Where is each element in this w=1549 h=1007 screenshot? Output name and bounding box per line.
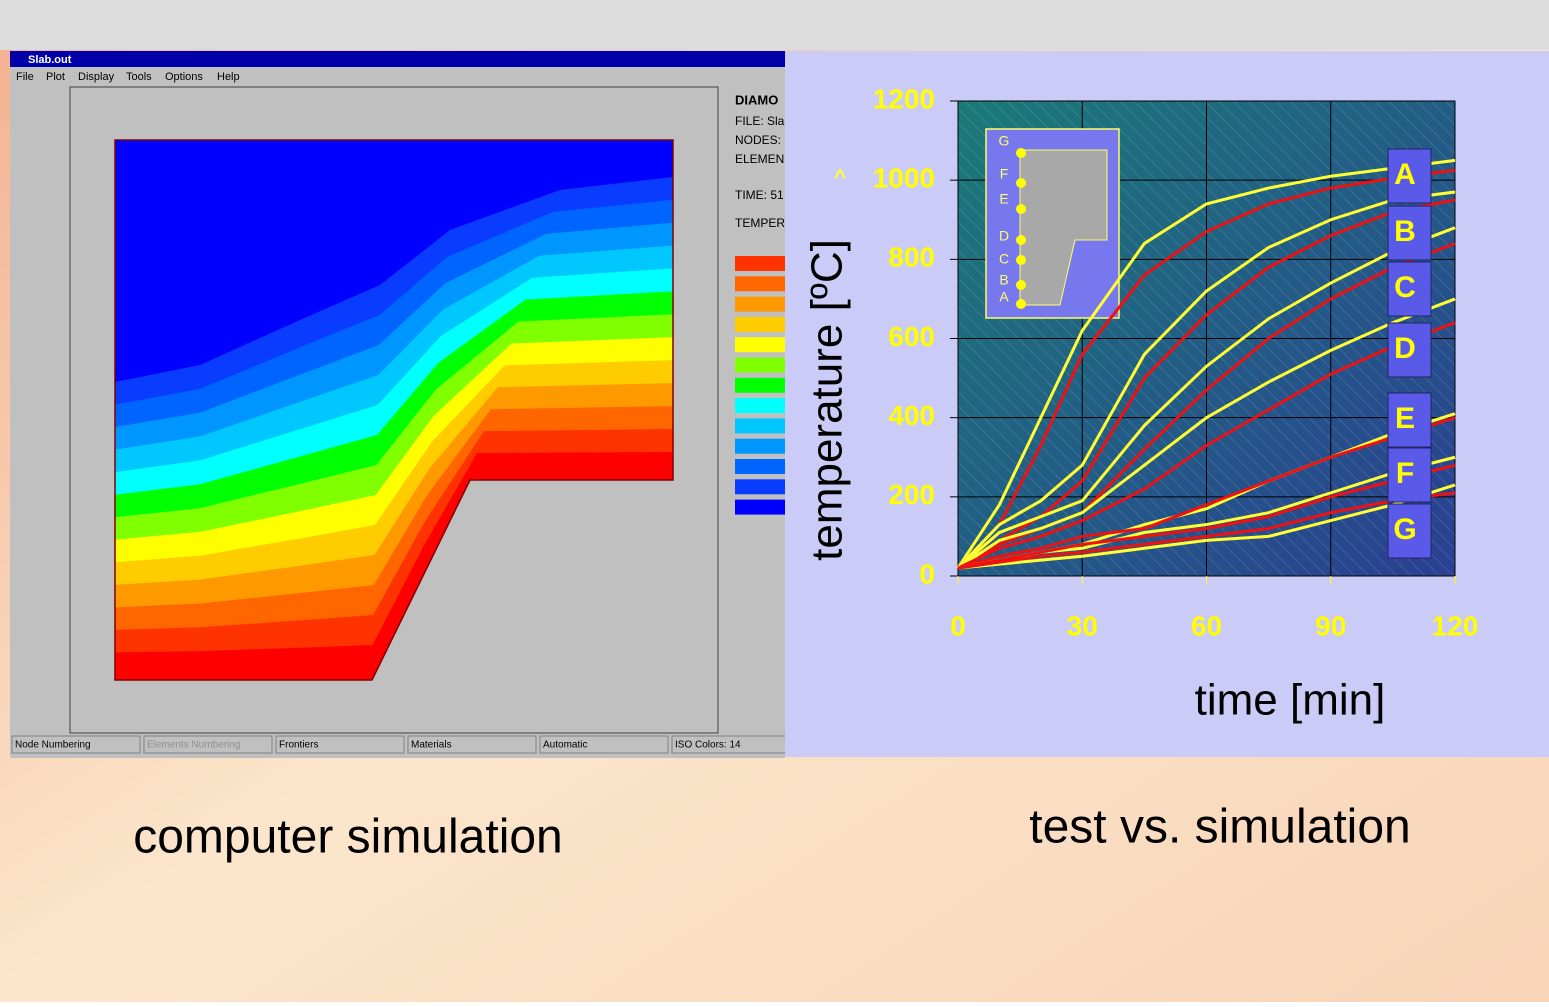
- iso-swatch: [735, 479, 785, 495]
- sensor-dot: [1016, 204, 1026, 214]
- iso-swatch: [735, 438, 785, 454]
- series-line: [957, 297, 1456, 570]
- inset-label: B: [999, 272, 1008, 288]
- y-tick-label: 400: [888, 400, 935, 431]
- menu-item[interactable]: Options: [165, 71, 203, 83]
- menu-item[interactable]: Display: [78, 71, 115, 83]
- window-title: Slab.out: [28, 54, 72, 66]
- curve-label-box: [1387, 392, 1432, 448]
- info-text: DIAMO: [735, 92, 778, 107]
- info-text: NODES:: [735, 133, 781, 147]
- inset-label: G: [999, 133, 1010, 149]
- iso-swatch: [735, 276, 785, 292]
- sensor-dot: [1016, 235, 1026, 245]
- y-axis-label: temperature [ºC]: [803, 239, 852, 561]
- slab-outline: [114, 139, 674, 681]
- sensor-dot: [1016, 255, 1026, 265]
- iso-swatch: [735, 357, 785, 373]
- x-tick-label: 0: [950, 610, 966, 641]
- x-tick-label: 90: [1315, 610, 1346, 641]
- iso-swatch: [735, 296, 785, 312]
- y-tick-label: 600: [888, 321, 935, 352]
- curve-label: G: [1393, 513, 1416, 546]
- info-text: FILE: Sla: [735, 114, 785, 128]
- y-tick-label: 1200: [873, 83, 935, 114]
- sensor-dot: [1016, 299, 1026, 309]
- status-text: Automatic: [543, 740, 587, 751]
- curve-label: D: [1394, 332, 1416, 365]
- iso-swatch: [735, 337, 785, 353]
- top-strip: [0, 0, 1549, 50]
- sensor-dot: [1016, 280, 1026, 290]
- menu-item[interactable]: Plot: [46, 71, 65, 83]
- x-tick-label: 60: [1191, 610, 1222, 641]
- inset-label: D: [999, 228, 1009, 244]
- annotation: ^: [834, 166, 846, 188]
- y-tick-label: 1000: [873, 163, 935, 194]
- info-text: ELEMEN: [735, 152, 784, 166]
- status-text: ISO Colors: 14: [675, 740, 741, 751]
- series-line: [956, 190, 1456, 570]
- curve-label-box: [1387, 148, 1432, 204]
- curve-label-box: [1387, 322, 1432, 378]
- curve-label-box: [1387, 447, 1432, 503]
- status-cell: [11, 735, 141, 754]
- contour-band: [115, 140, 673, 385]
- series-line: [957, 198, 1456, 570]
- iso-swatch: [735, 316, 785, 332]
- iso-swatch: [735, 499, 785, 515]
- y-tick-label: 200: [888, 479, 935, 510]
- curve-label-box: [1387, 261, 1432, 317]
- curve-label: E: [1395, 402, 1415, 435]
- status-text: Frontiers: [279, 740, 318, 751]
- inset-label: F: [1000, 166, 1009, 182]
- status-text: Materials: [411, 740, 452, 751]
- inset-label: E: [999, 191, 1008, 207]
- status-text: Node Numbering: [15, 740, 91, 751]
- series-line: [957, 321, 1456, 570]
- iso-swatch: [735, 398, 785, 414]
- series-line: [957, 416, 1456, 570]
- info-text: TEMPER: [735, 216, 785, 230]
- series-line: [957, 483, 1456, 570]
- y-tick-label: 800: [888, 242, 935, 273]
- info-text: TIME: 51: [735, 188, 784, 202]
- series-line: [957, 463, 1456, 570]
- status-cell: [407, 735, 537, 754]
- curve-label-box: [1387, 503, 1432, 559]
- iso-swatch: [735, 459, 785, 474]
- curve-label: A: [1394, 158, 1416, 191]
- series-line: [957, 242, 1456, 570]
- menu-item[interactable]: File: [16, 71, 34, 83]
- series-line: [956, 158, 1456, 569]
- iso-swatch: [735, 256, 785, 271]
- curve-label: C: [1394, 271, 1416, 304]
- caption: test vs. simulation: [1029, 801, 1410, 854]
- series-line: [956, 168, 1456, 570]
- series-line: [957, 226, 1456, 570]
- iso-swatch: [735, 377, 785, 393]
- iso-swatch: [735, 418, 785, 434]
- status-cell: [275, 735, 405, 754]
- y-tick-label: 0: [919, 558, 935, 589]
- status-text: Elements Numbering: [147, 740, 240, 751]
- inset-label: C: [999, 251, 1009, 267]
- status-cell: [143, 735, 273, 754]
- x-axis-label: time [min]: [1195, 676, 1386, 725]
- curve-label-box: [1387, 205, 1432, 261]
- inset-label: A: [999, 289, 1009, 305]
- menu-item[interactable]: Help: [217, 71, 240, 83]
- sensor-dot: [1016, 178, 1026, 188]
- curve-label: B: [1394, 215, 1416, 248]
- series-line: [957, 491, 1456, 570]
- menu-item[interactable]: Tools: [126, 71, 152, 83]
- x-tick-label: 120: [1432, 610, 1479, 641]
- curve-label: F: [1396, 457, 1414, 490]
- status-cell: [539, 735, 669, 754]
- sensor-dot: [1016, 148, 1026, 158]
- x-tick-label: 30: [1067, 610, 1098, 641]
- caption: computer simulation: [133, 811, 563, 864]
